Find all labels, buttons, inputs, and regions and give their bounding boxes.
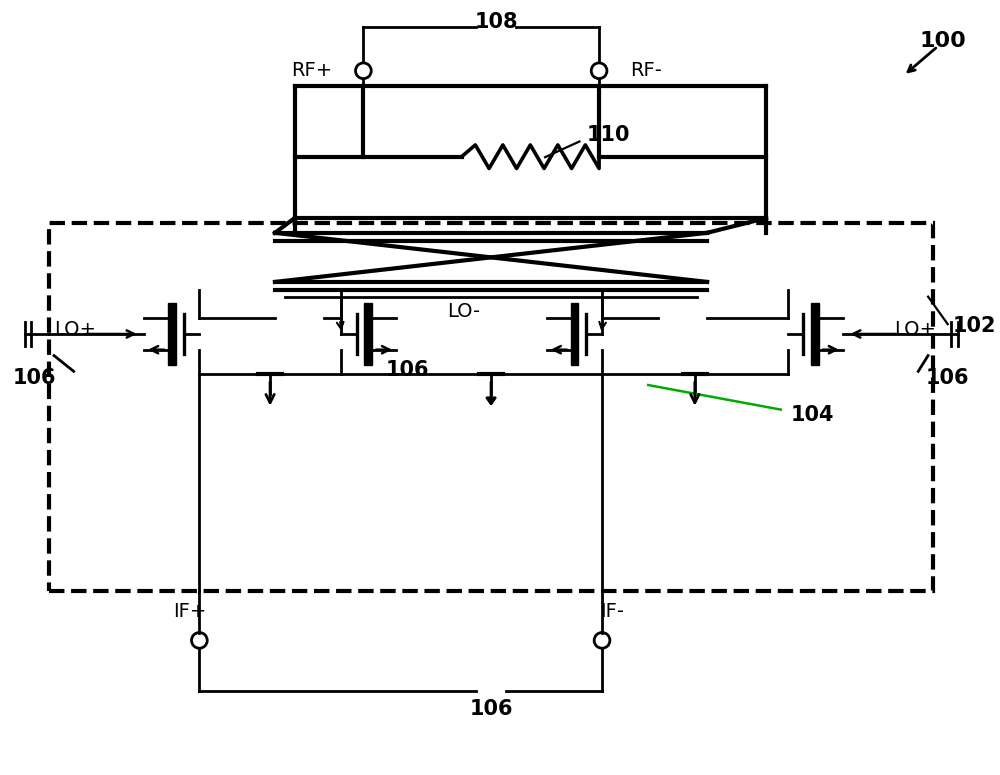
Bar <box>571 302 578 365</box>
Text: 106: 106 <box>13 368 56 388</box>
Text: 104: 104 <box>791 405 834 425</box>
Text: IF+: IF+ <box>173 601 206 621</box>
Text: LO+: LO+ <box>894 319 936 339</box>
Text: 102: 102 <box>953 316 996 336</box>
Text: 100: 100 <box>919 31 966 51</box>
Text: 108: 108 <box>474 12 518 32</box>
Text: IF-: IF- <box>600 601 624 621</box>
Bar <box>811 302 819 365</box>
Bar <box>364 302 372 365</box>
Text: LO+: LO+ <box>54 319 96 339</box>
Text: RF-: RF- <box>631 61 662 81</box>
Text: 110: 110 <box>587 125 631 145</box>
Text: 106: 106 <box>926 368 969 388</box>
Text: LO-: LO- <box>447 302 480 321</box>
Bar <box>168 302 176 365</box>
Text: RF+: RF+ <box>291 61 332 81</box>
Text: 106: 106 <box>386 360 429 381</box>
Text: 106: 106 <box>469 699 513 719</box>
